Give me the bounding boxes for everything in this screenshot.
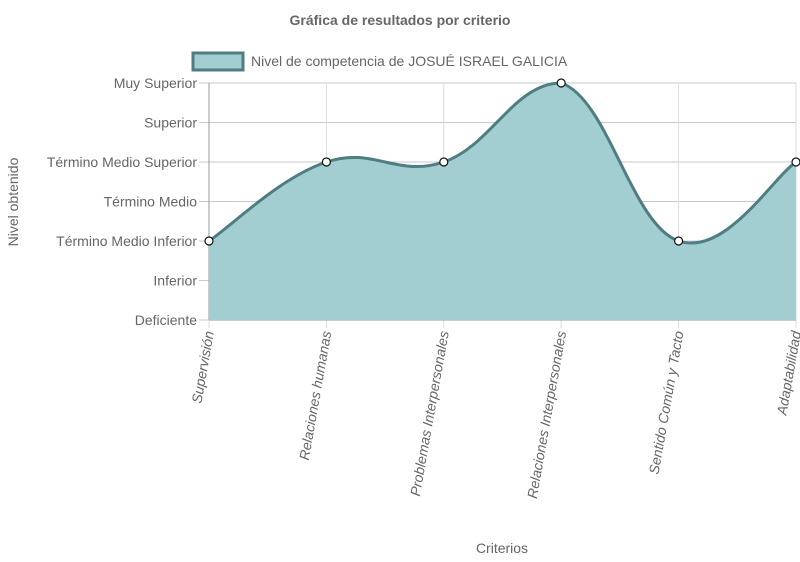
data-point[interactable]	[439, 157, 449, 167]
x-tick-label: Relaciones Interpersonales	[524, 330, 569, 500]
y-tick-label: Muy Superior	[114, 75, 198, 91]
chart-title: Gráfica de resultados por criterio	[290, 12, 511, 28]
series-points	[204, 78, 800, 246]
legend-label[interactable]: Nivel de competencia de JOSUÉ ISRAEL GAL…	[251, 53, 568, 69]
data-point[interactable]	[204, 236, 214, 246]
data-point[interactable]	[673, 236, 684, 246]
y-axis-ticks: Deficiente Inferior Término Medio Inferior…	[47, 75, 198, 328]
legend-swatch[interactable]	[191, 51, 245, 72]
y-tick-label: Inferior	[153, 273, 197, 289]
x-tick-label: Relaciones humanas	[296, 330, 334, 462]
series-area	[208, 81, 797, 320]
series-area-fill	[209, 83, 796, 320]
series-line	[208, 81, 797, 245]
y-tick-label: Término Medio Superior	[47, 154, 198, 170]
x-tick-label: Supervisión	[188, 330, 216, 405]
legend[interactable]: Nivel de competencia de JOSUÉ ISRAEL GAL…	[191, 51, 568, 72]
x-tick-label: Problemas Interpersonales	[407, 330, 452, 498]
y-tick-label: Término Medio	[104, 194, 198, 210]
y-tick-label: Deficiente	[135, 312, 197, 328]
data-point[interactable]	[556, 78, 566, 88]
x-axis-ticks: Supervisión Relaciones humanas Problemas I…	[188, 329, 800, 500]
x-tick-label: Adaptabilidad	[773, 329, 800, 418]
x-axis-label: Criterios	[476, 540, 528, 556]
x-tick-label: Sentido Común y Tacto	[646, 330, 687, 476]
y-tick-label: Superior	[144, 115, 197, 131]
data-point[interactable]	[321, 157, 331, 167]
y-axis-label: Nivel obtenido	[5, 157, 21, 246]
y-tick-label: Término Medio Inferior	[56, 233, 197, 249]
data-point[interactable]	[791, 157, 800, 167]
